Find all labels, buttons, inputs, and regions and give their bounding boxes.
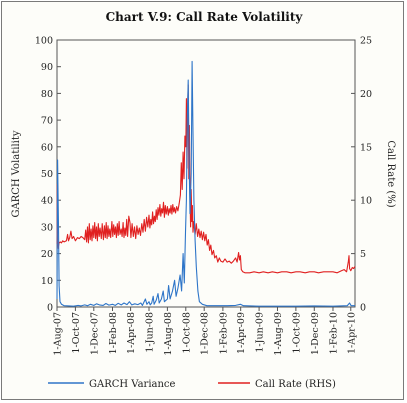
x-tick-label: 1-Dec-08: [200, 312, 211, 355]
right-tick-label: 15: [360, 142, 372, 153]
left-tick-label: 80: [41, 89, 53, 100]
left-tick-label: 10: [41, 276, 53, 287]
series-line-garch-variance: [56, 60, 355, 307]
x-tick-label: 1-Apr-08: [126, 312, 137, 354]
right-tick-label: 25: [360, 36, 372, 47]
right-tick-label: 0: [360, 303, 366, 314]
series-line-call-rate: [56, 84, 356, 274]
x-tick-label: 1-Oct-07: [71, 312, 82, 353]
chart-title: Chart V.9: Call Rate Volatility: [106, 10, 304, 24]
right-axis-title: Call Rate (%): [385, 140, 396, 207]
x-tick-label: 1-Feb-08: [108, 312, 119, 354]
x-tick-label: 1-Dec-07: [89, 312, 100, 355]
left-tick-label: 90: [41, 62, 53, 73]
x-tick-label: 1-Feb-10: [328, 312, 339, 354]
legend: GARCH Variance Call Rate (RHS): [48, 379, 336, 390]
plot-area: 0 10 20 30 40 50 60 70 80 90 100 0 5 10 15 20 25 1-Aug-07…: [35, 36, 372, 356]
left-tick-label: 60: [41, 142, 53, 153]
x-tick-label: 1-Jun-09: [255, 312, 266, 353]
x-tick-label: 1-Aug-07: [53, 312, 64, 356]
x-tick-label: 1-Jun-08: [144, 312, 155, 353]
left-tick-label: 0: [47, 303, 53, 314]
x-tick-label: 1-Apr-10: [346, 312, 357, 354]
left-tick-label: 20: [41, 249, 53, 260]
right-tick-label: 10: [360, 196, 372, 207]
left-tick-label: 70: [41, 116, 53, 127]
right-tick-label: 20: [360, 89, 372, 100]
x-tick-label: 1-Feb-09: [218, 312, 229, 354]
left-tick-label: 40: [41, 196, 53, 207]
right-tick-label: 5: [360, 249, 366, 260]
left-axis-title: GARCH Volatility: [11, 130, 22, 217]
left-tick-label: 100: [35, 36, 53, 47]
x-tick-label: 1-Aug-09: [273, 312, 284, 356]
x-tick-label: 1-Oct-08: [181, 312, 192, 353]
x-tick-label: 1-Aug-08: [163, 312, 174, 356]
legend-label-call-rate: Call Rate (RHS): [255, 379, 336, 390]
legend-label-garch: GARCH Variance: [89, 379, 176, 390]
plot-border: [56, 39, 356, 308]
left-tick-label: 30: [41, 222, 53, 233]
x-tick-label: 1-Oct-09: [291, 312, 302, 353]
x-tick-label: 1-Apr-09: [236, 312, 247, 354]
x-tick-label: 1-Dec-09: [310, 312, 321, 355]
left-tick-label: 50: [41, 169, 53, 180]
